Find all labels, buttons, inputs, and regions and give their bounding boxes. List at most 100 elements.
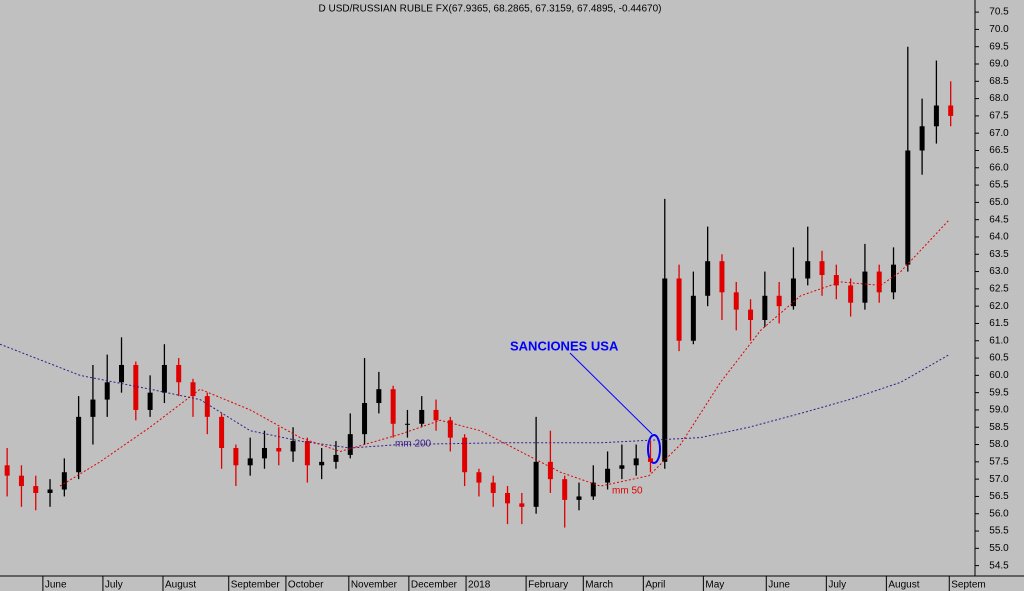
candle-body [690,295,696,341]
candle-body [862,271,868,303]
candle-body [433,409,439,421]
candle-body [905,150,911,265]
candle-body [819,261,825,276]
candle-body [233,448,239,466]
candle-body [848,285,854,303]
candle-body [133,364,139,410]
candle-body [705,261,711,296]
candle-body [304,441,310,466]
moving-average [0,343,950,449]
x-tick-label: 2018 [468,580,491,591]
candle-body [290,441,296,452]
candle-body [647,458,653,462]
candle-body [90,399,96,417]
annotation-ellipse [647,434,661,464]
y-tick-label: 63.5 [989,249,1009,260]
y-tick-label: 64.0 [989,232,1009,243]
candle-body [891,264,897,293]
candle-body [576,496,582,500]
y-tick-label: 55.0 [989,543,1009,554]
candle-body [104,382,110,400]
y-tick-label: 67.0 [989,128,1009,139]
x-tick-label: September [231,580,281,591]
y-tick-label: 56.5 [989,491,1009,502]
candle-body [390,389,396,424]
candle-body [76,416,82,473]
y-tick-label: 68.0 [989,93,1009,104]
candle-body [462,437,468,473]
y-tick-label: 70.5 [989,7,1009,18]
candle-body [790,278,796,307]
y-tick-label: 65.5 [989,180,1009,191]
candle-body [490,482,496,493]
candle-body [547,461,553,480]
y-tick-label: 68.5 [989,76,1009,87]
x-tick-label: June [45,580,67,591]
candle-body [519,503,525,507]
candle-body [404,423,410,425]
candle-body [319,461,325,466]
x-tick-label: November [351,580,398,591]
y-tick-label: 64.5 [989,214,1009,225]
annotation-arrow [569,352,653,435]
y-tick-label: 63.0 [989,266,1009,277]
y-tick-label: 69.0 [989,59,1009,70]
y-tick-label: 66.5 [989,145,1009,156]
y-tick-label: 69.5 [989,41,1009,52]
y-tick-label: 54.5 [989,560,1009,571]
candle-body [247,458,253,466]
y-tick-label: 66.0 [989,162,1009,173]
candle-body [219,416,225,448]
y-tick-label: 55.5 [989,526,1009,537]
candle-body [333,454,339,462]
candle-body [562,479,568,500]
x-tick-label: June [768,580,790,591]
y-tick-label: 59.0 [989,405,1009,416]
chart-title: D USD/RUSSIAN RUBLE FX(67.9365, 68.2865,… [319,4,662,15]
x-tick-label: February [528,580,568,591]
candle-body [176,364,182,383]
y-tick-label: 57.0 [989,474,1009,485]
candle-body [147,392,153,410]
candle-body [119,364,125,383]
candle-body [362,403,368,435]
x-tick-label: July [828,580,846,591]
y-tick-label: 61.0 [989,335,1009,346]
candle-body [190,382,196,397]
y-tick-label: 58.5 [989,422,1009,433]
candle-body [4,465,10,476]
y-tick-label: 60.5 [989,353,1009,364]
ma-label: mm 200 [395,439,432,450]
candle-body [204,396,210,417]
y-tick-label: 62.5 [989,284,1009,295]
candle-body [633,458,639,466]
annotation: SANCIONES USA [510,338,619,353]
candle-body [662,278,668,462]
candle-body [347,434,353,455]
y-tick-label: 70.0 [989,24,1009,35]
candle-body [805,261,811,279]
candle-body [161,364,167,393]
y-tick-label: 56.0 [989,508,1009,519]
y-tick-label: 60.0 [989,370,1009,381]
y-tick-label: 59.5 [989,387,1009,398]
x-tick-label: April [645,580,665,591]
candle-body [476,472,482,483]
candle-body [261,448,267,459]
candle-body [505,492,511,504]
candle-body [748,309,754,320]
candle-body [833,275,839,286]
x-tick-label: August [165,580,196,591]
candle-body [605,468,611,483]
x-tick-label: May [705,580,724,591]
candle-body [919,126,925,151]
candle-body [933,105,939,127]
candle-body [419,409,425,424]
candle-body [676,278,682,341]
y-tick-label: 62.0 [989,301,1009,312]
candle-body [376,389,382,404]
y-tick-label: 67.5 [989,111,1009,122]
candle-body [948,105,954,116]
candle-body [762,295,768,320]
candle-body [590,482,596,497]
